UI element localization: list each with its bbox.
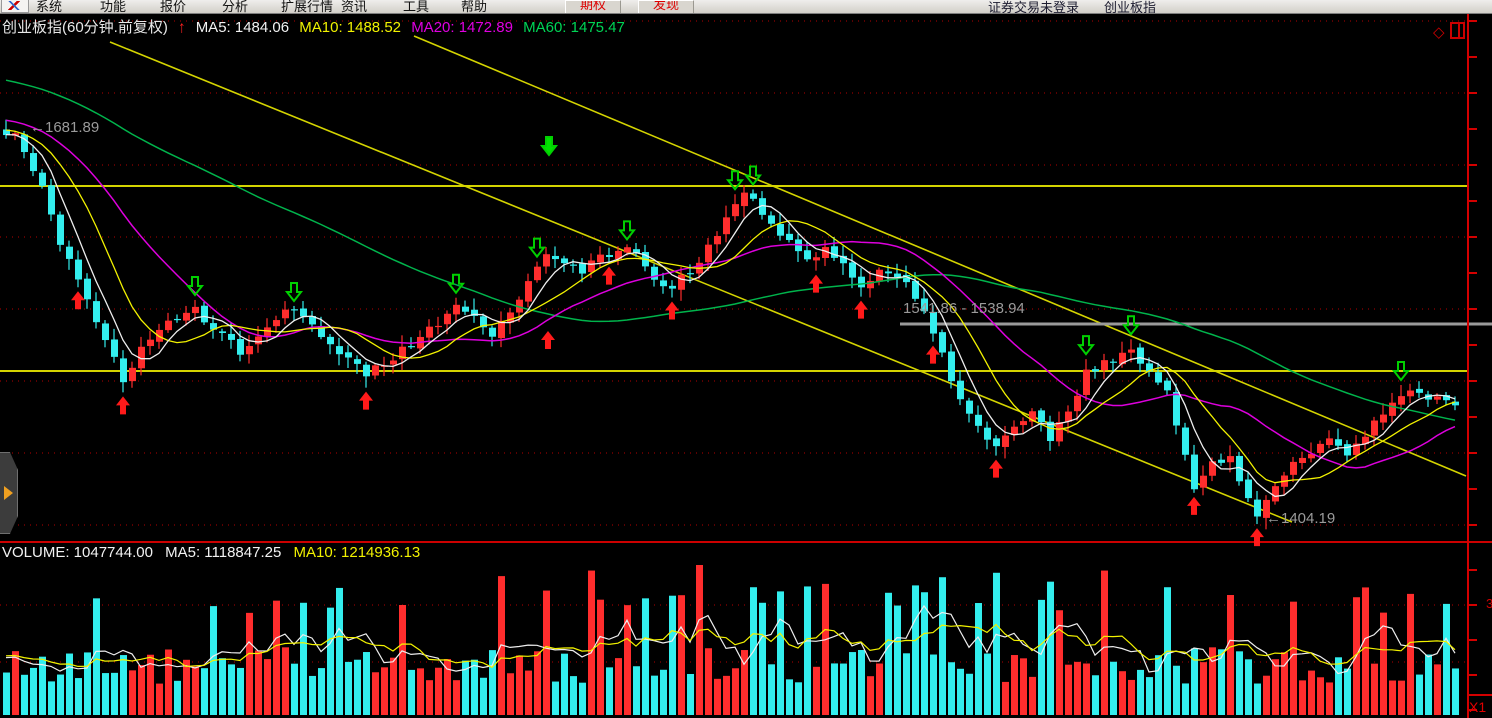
menu-tools[interactable]: 工具 xyxy=(403,0,430,14)
sidebar-expand-tab[interactable] xyxy=(0,452,18,534)
menu-help[interactable]: 帮助 xyxy=(461,0,488,14)
current-symbol-text: 创业板指 xyxy=(1104,0,1157,14)
menu-function[interactable]: 功能 xyxy=(100,0,127,14)
chart-corner-tools: ◇ xyxy=(1433,22,1465,41)
login-status-text[interactable]: 证券交易未登录 xyxy=(988,0,1080,14)
menu-system[interactable]: 系统 xyxy=(36,0,63,14)
signal-up-arrow-icon: ↑ xyxy=(178,18,186,37)
volume-header: VOLUME: 1047744.00 MA5: 1118847.25 MA10:… xyxy=(2,544,420,561)
expand-arrow-icon xyxy=(4,486,13,500)
menu-news[interactable]: 资讯 xyxy=(341,0,368,14)
options-button[interactable]: 期权 xyxy=(565,0,622,13)
ma10-value-label: MA10: 1488.52 xyxy=(299,19,402,36)
volume-ma5-label: MA5: 1118847.25 xyxy=(165,544,282,561)
ma60-value-label: MA60: 1475.47 xyxy=(523,19,625,36)
low-price-label: ←1404.19 xyxy=(1266,510,1336,527)
menu-extended-quotes[interactable]: 扩展行情 xyxy=(281,0,334,14)
range-price-label: 1541.86 - 1538.94 xyxy=(903,300,1025,317)
window-split-icon[interactable] xyxy=(1449,22,1465,39)
app-logo-icon[interactable] xyxy=(1,0,29,13)
diamond-tool-icon[interactable]: ◇ xyxy=(1433,24,1445,41)
menu-quotes[interactable]: 报价 xyxy=(160,0,187,14)
volume-value-label: VOLUME: 1047744.00 xyxy=(2,544,153,561)
high-price-label: ←1681.89 xyxy=(30,119,100,136)
chart-title: 创业板指(60分钟.前复权) xyxy=(2,19,168,36)
menu-bar: 系统 功能 报价 分析 扩展行情 资讯 工具 帮助 期权 发现 证券交易未登录 … xyxy=(0,0,1492,14)
chart-header: 创业板指(60分钟.前复权) ↑ MA5: 1484.06 MA10: 1488… xyxy=(2,16,631,37)
discover-button[interactable]: 发现 xyxy=(638,0,695,13)
axis-partial-label: 3 xyxy=(1486,596,1492,611)
x-zoom-label[interactable]: X1 xyxy=(1469,699,1487,715)
volume-ma10-label: MA10: 1214936.13 xyxy=(293,544,421,561)
menu-analysis[interactable]: 分析 xyxy=(222,0,249,14)
ma5-value-label: MA5: 1484.06 xyxy=(195,19,290,36)
ma20-value-label: MA20: 1472.89 xyxy=(411,19,513,36)
